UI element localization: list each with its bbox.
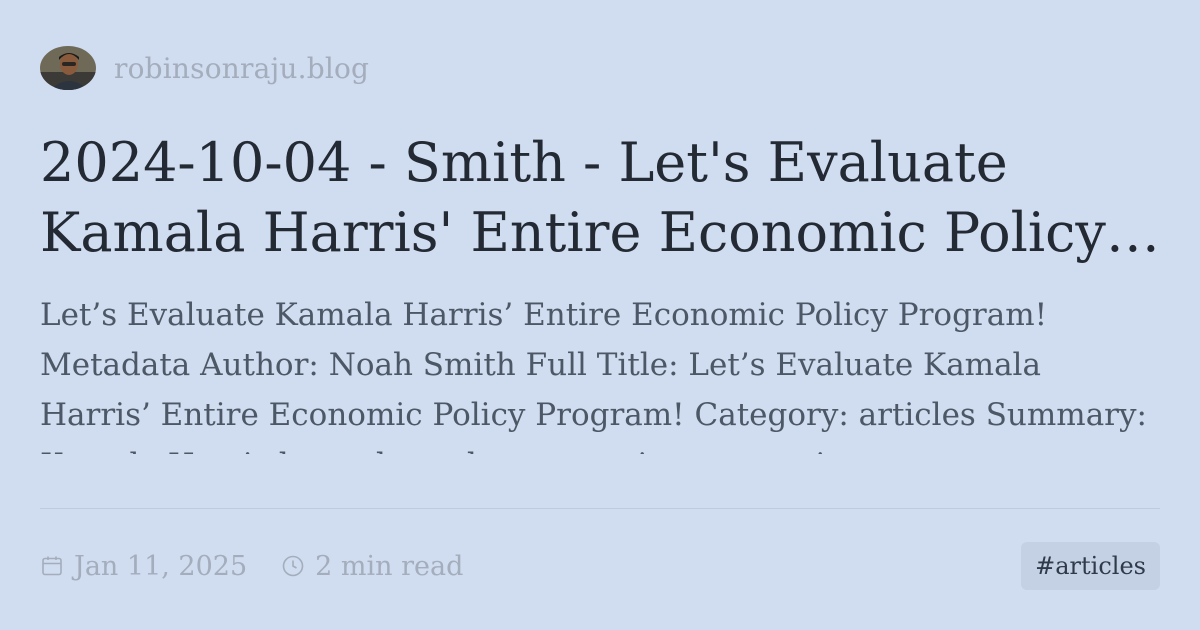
post-excerpt: Let’s Evaluate Kamala Harris’ Entire Eco…: [40, 297, 1147, 454]
site-name[interactable]: robinsonraju.blog: [114, 51, 370, 85]
site-header: robinsonraju.blog: [40, 44, 1160, 92]
clock-icon: [282, 555, 304, 577]
read-time-text: 2 min read: [315, 550, 464, 582]
post-title[interactable]: 2024-10-04 - Smith - Let's Evaluate Kama…: [40, 131, 1106, 264]
author-avatar: [40, 46, 96, 90]
divider: [40, 508, 1160, 509]
post-meta: Jan 11, 2025 2 min read #articles: [40, 541, 1160, 591]
read-time: 2 min read: [281, 551, 463, 582]
post-date: Jan 11, 2025: [40, 551, 247, 582]
tag-articles[interactable]: #articles: [1021, 542, 1160, 590]
og-card: robinsonraju.blog 2024-10-04 - Smith - L…: [40, 44, 1160, 604]
post-date-text: Jan 11, 2025: [74, 550, 248, 582]
calendar-icon: [42, 556, 62, 576]
